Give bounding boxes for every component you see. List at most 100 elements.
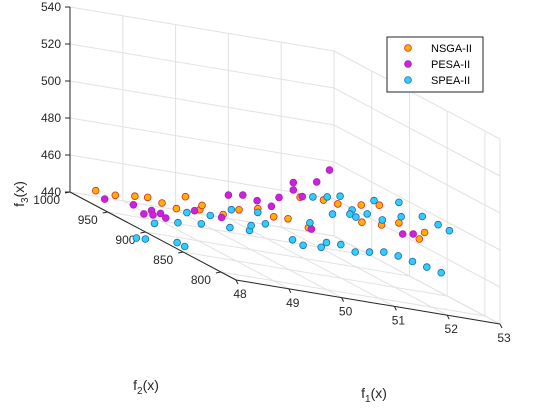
data-point [378,216,387,224]
data-point [253,196,261,205]
y-tick-mark [102,211,108,214]
floor-grid-y [183,251,448,297]
y-tick-mark [215,271,222,274]
data-point [363,210,372,218]
data-point [299,241,307,250]
data-point [394,252,403,260]
z-tick-label: 440 [41,185,61,199]
data-point [379,248,388,256]
side-wall-grid-z [333,235,501,325]
x-tick-label: 51 [392,313,406,327]
side-wall-grid-z [333,124,501,214]
y-tick-label: 850 [153,253,173,267]
data-point [358,218,366,227]
y-tick-mark [140,231,146,234]
point-layer [91,166,454,277]
x-tick-label: 53 [497,331,511,345]
floor-grid-y [145,231,410,277]
legend-label: PESA-II [431,59,470,71]
legend: NSGA-II PESA-II SPEA-II [386,36,484,93]
data-point [395,198,403,207]
series-spea-ii [132,192,454,277]
z-tick-label: 460 [41,148,61,162]
data-point [247,221,255,230]
data-point [129,201,138,209]
data-point [111,191,120,200]
x-tick-mark [288,288,292,294]
back-wall-grid-z [69,191,335,237]
data-point [370,196,378,205]
x-tick-mark [235,279,239,285]
series-pesa-ii [100,166,418,238]
data-point [174,218,182,227]
data-point [289,178,298,187]
data-point [224,191,233,199]
side-wall-grid-z [333,198,501,288]
data-point [415,235,424,243]
data-point [227,205,236,214]
legend-marker [404,76,412,84]
data-point [235,206,243,214]
data-point [217,213,226,222]
data-point [336,240,345,249]
x-tick-label: 52 [445,322,459,336]
data-point [298,192,307,201]
y-tick-label: 1000 [33,193,60,207]
legend-marker [404,44,412,52]
legend-label: SPEA-II [431,75,470,87]
floor-grid-x [280,226,448,316]
y-tick-label: 900 [115,233,135,247]
data-point [445,226,454,235]
y-tick-label: 950 [78,213,98,227]
data-point [322,238,331,247]
data-point [418,212,427,221]
y-axis-line [69,191,237,281]
side-wall-grid-z [333,50,501,140]
data-point [226,223,234,232]
data-point [422,263,431,271]
data-point [91,186,100,195]
data-point [306,219,314,227]
data-point [346,210,354,218]
z-tick-label: 520 [41,37,61,51]
data-point [398,230,407,238]
data-point [269,213,278,221]
z-tick-label: 480 [41,111,61,125]
data-point [434,220,442,229]
data-point [409,230,418,238]
data-point [275,193,283,202]
x-tick-mark [499,323,503,329]
data-point [131,192,139,201]
x-tick-mark [393,306,397,311]
legend-box [386,36,484,93]
data-point [408,257,417,266]
data-point [365,248,374,256]
y-tick-mark [178,251,184,254]
data-point [307,225,316,233]
data-point [198,201,206,210]
data-point [261,220,270,228]
back-wall-grid-z [69,80,335,126]
data-point [206,211,215,220]
data-point [420,228,429,237]
x-axis-line [235,279,501,325]
z-tick-label: 540 [41,0,61,14]
z-axis-label: f3(x) [11,181,31,207]
back-wall-grid-z [69,43,335,89]
data-point [375,201,384,210]
data-point [395,219,403,227]
legend-label: NSGA-II [431,43,472,55]
data-point [197,220,206,228]
x-tick-label: 48 [233,287,247,301]
data-point [325,166,334,174]
y-axis-label: f2(x) [133,377,159,397]
data-point [352,213,360,221]
y-tick-label: 800 [191,273,211,287]
data-point [317,243,326,252]
x-tick-label: 50 [339,305,353,319]
data-point [141,235,150,243]
data-point [333,200,342,208]
x-tick-label: 49 [286,296,300,310]
data-point [336,192,344,201]
data-point [150,219,159,228]
